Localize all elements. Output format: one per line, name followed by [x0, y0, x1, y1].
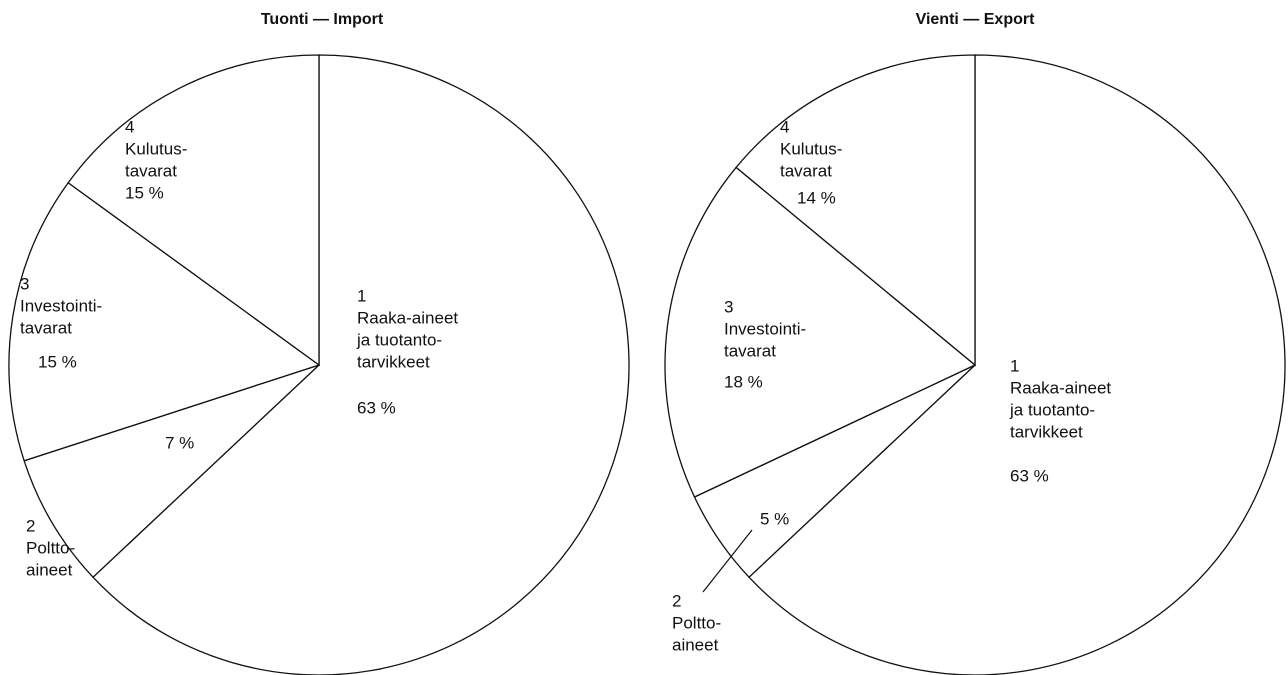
- pie-slice: [23, 364, 320, 579]
- leader-line: [702, 529, 753, 593]
- slice-label: 2: [26, 516, 35, 535]
- slice-label: Raaka-aineet: [1010, 378, 1111, 397]
- value-label: 7 %: [165, 433, 194, 452]
- pie-slice: [8, 181, 321, 462]
- value-label: 63 %: [1010, 466, 1049, 485]
- slice-label: Investointi-: [724, 319, 806, 338]
- slice-label: tavarat: [20, 318, 72, 337]
- value-label: 14 %: [797, 188, 836, 207]
- slice-label: 3: [20, 274, 29, 293]
- slice-label: Investointi-: [20, 296, 102, 315]
- value-label: 63 %: [357, 398, 396, 417]
- slice-label: 4: [125, 117, 134, 136]
- slice-label: 3: [724, 297, 733, 316]
- slice-label: tavarat: [780, 161, 832, 180]
- value-label: 18 %: [724, 372, 763, 391]
- pie-slice: [735, 54, 976, 367]
- slice-label: Kulutus-: [125, 139, 187, 158]
- slice-label: Kulutus-: [780, 139, 842, 158]
- pie-slice: [67, 54, 320, 367]
- chart-title: Tuonti — Import: [261, 11, 384, 28]
- value-label: 15 %: [38, 352, 77, 371]
- slice-label: ja tuotanto-: [1009, 400, 1095, 419]
- slice-label: tarvikkeet: [357, 352, 430, 371]
- slice-label: tarvikkeet: [1010, 422, 1083, 441]
- slice-label: 1: [1010, 356, 1019, 375]
- chart-title: Vienti — Export: [916, 11, 1036, 28]
- slice-label: Poltto-: [26, 538, 75, 557]
- slice-label: aineet: [672, 635, 719, 654]
- slice-label: tavarat: [125, 161, 177, 180]
- slice-label: Raaka-aineet: [357, 308, 458, 327]
- slice-label: ja tuotanto-: [356, 330, 442, 349]
- pie-slice: [92, 54, 630, 675]
- slice-label: 2: [672, 591, 681, 610]
- slice-label: 1: [357, 286, 366, 305]
- slice-label: aineet: [26, 560, 73, 579]
- pie-slice: [664, 166, 977, 498]
- value-label: 5 %: [760, 509, 789, 528]
- pie-slice: [748, 54, 1286, 675]
- slice-label: 4: [780, 117, 789, 136]
- slice-label: Poltto-: [672, 613, 721, 632]
- value-label: 15 %: [125, 183, 164, 202]
- slice-label: tavarat: [724, 341, 776, 360]
